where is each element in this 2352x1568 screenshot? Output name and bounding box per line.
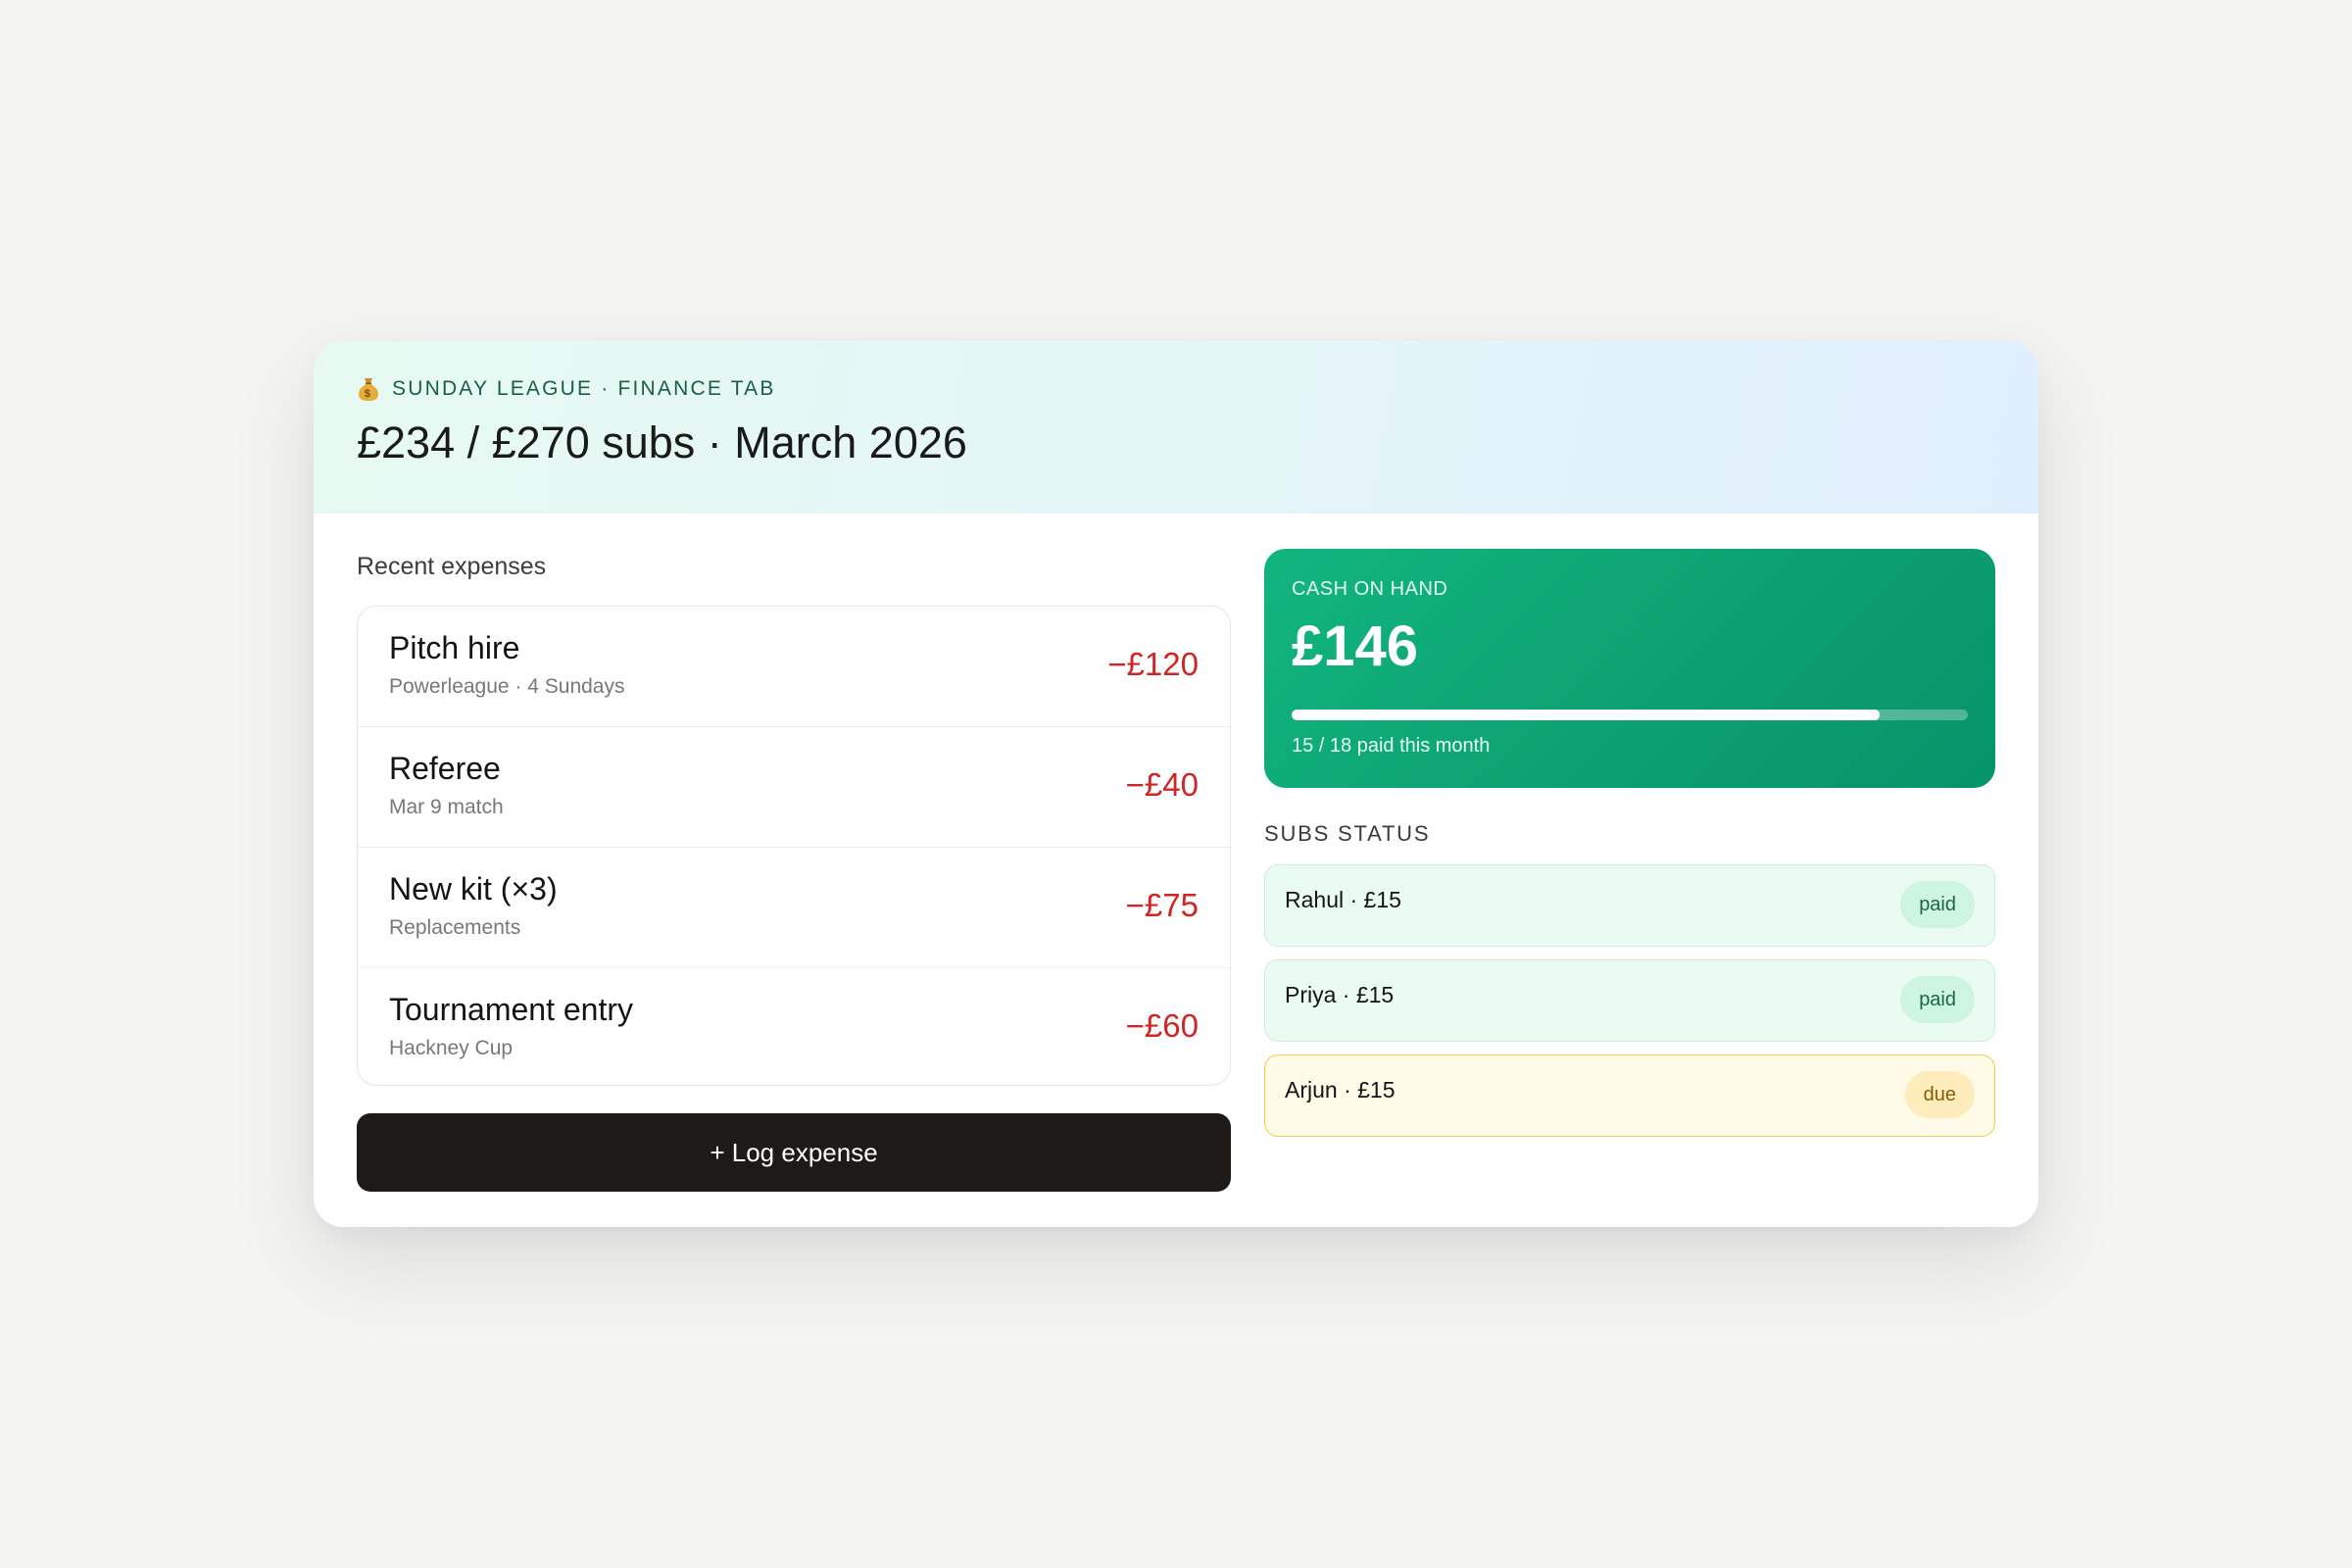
expense-list: Pitch hire Powerleague · 4 Sundays −£120… — [357, 606, 1231, 1086]
expense-detail: Hackney Cup — [389, 1037, 514, 1059]
paid-caption: 15 / 18 paid this month — [1292, 735, 1491, 757]
subs-list: Rahul · £15 paid Priya · £15 paid Arjun … — [1264, 864, 1995, 1150]
money-bag-icon: $ — [357, 376, 380, 402]
eyebrow: $ SUNDAY LEAGUE · FINANCE TAB — [357, 376, 776, 402]
expense-name: Pitch hire — [389, 630, 520, 665]
subs-status-heading: SUBS STATUS — [1264, 821, 1431, 846]
finance-card: $ SUNDAY LEAGUE · FINANCE TAB £234 / £27… — [314, 341, 2038, 1227]
expense-amount: −£75 — [1125, 887, 1199, 923]
card-header: $ SUNDAY LEAGUE · FINANCE TAB £234 / £27… — [314, 341, 2038, 514]
expense-row[interactable]: Tournament entry Hackney Cup −£60 — [358, 968, 1230, 1085]
status-badge: paid — [1900, 976, 1975, 1023]
sub-row[interactable]: Arjun · £15 due — [1264, 1054, 1995, 1137]
member-name: Arjun · £15 — [1285, 1077, 1396, 1102]
page-title: £234 / £270 subs · March 2026 — [357, 417, 967, 467]
expense-name: Referee — [389, 751, 501, 786]
recent-expenses-label: Recent expenses — [357, 553, 547, 580]
expense-amount: −£60 — [1125, 1007, 1199, 1044]
cash-on-hand-card: CASH ON HAND £146 15 / 18 paid this mont… — [1264, 549, 1995, 788]
svg-text:$: $ — [365, 388, 372, 400]
expense-name: New kit (×3) — [389, 871, 558, 906]
expense-amount: −£40 — [1125, 766, 1199, 803]
log-expense-button[interactable]: + Log expense — [357, 1113, 1231, 1192]
status-badge: due — [1904, 1071, 1975, 1118]
expense-row[interactable]: Referee Mar 9 match −£40 — [358, 727, 1230, 848]
subs-progress-fill — [1292, 710, 1881, 720]
eyebrow-text: SUNDAY LEAGUE · FINANCE TAB — [392, 377, 776, 400]
expense-amount: −£120 — [1107, 646, 1199, 682]
cash-label: CASH ON HAND — [1292, 578, 1448, 600]
member-name: Priya · £15 — [1285, 982, 1395, 1007]
expense-detail: Mar 9 match — [389, 796, 504, 818]
sub-row[interactable]: Priya · £15 paid — [1264, 959, 1995, 1042]
cash-value: £146 — [1292, 614, 1419, 678]
sub-row[interactable]: Rahul · £15 paid — [1264, 864, 1995, 947]
expense-detail: Powerleague · 4 Sundays — [389, 675, 625, 698]
expense-row[interactable]: New kit (×3) Replacements −£75 — [358, 848, 1230, 968]
status-badge: paid — [1900, 881, 1975, 928]
expense-row[interactable]: Pitch hire Powerleague · 4 Sundays −£120 — [358, 607, 1230, 727]
subs-progress-bar — [1292, 710, 1968, 720]
member-name: Rahul · £15 — [1285, 887, 1401, 912]
expense-name: Tournament entry — [389, 992, 634, 1027]
expense-detail: Replacements — [389, 916, 521, 939]
